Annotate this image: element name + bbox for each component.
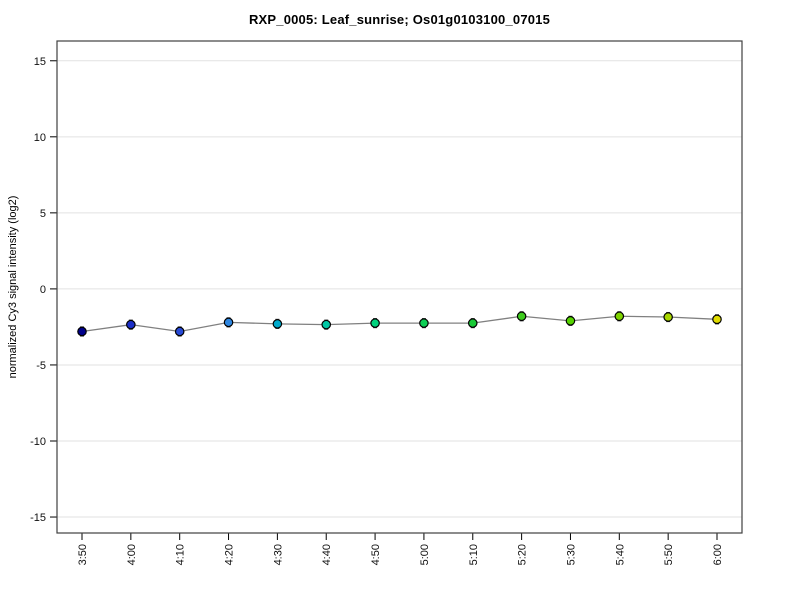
y-tick-label: -15 — [30, 512, 46, 524]
data-point-5:50 — [663, 312, 673, 322]
data-point-3:50 — [77, 326, 87, 337]
series-line — [81, 315, 718, 333]
data-point-5:40 — [614, 311, 625, 322]
x-tick-label: 4:40 — [321, 544, 333, 565]
data-point-4:20 — [223, 317, 234, 328]
y-tick-label: 0 — [40, 284, 46, 296]
x-tick-label: 5:00 — [419, 544, 431, 565]
x-tick-label: 4:20 — [224, 544, 236, 565]
data-point-4:30 — [272, 319, 283, 329]
data-point-5:10 — [467, 318, 478, 328]
y-tick-label: 15 — [34, 56, 46, 68]
x-tick-label: 6:00 — [712, 544, 724, 565]
y-tick-label: -5 — [36, 360, 46, 372]
x-tick-label: 5:10 — [468, 544, 480, 565]
data-point-4:00 — [126, 319, 136, 330]
data-point-5:20 — [516, 311, 527, 322]
x-tick-label: 4:00 — [126, 544, 138, 565]
x-tick-label: 4:10 — [175, 544, 187, 565]
chart-title: RXP_0005: Leaf_sunrise; Os01g0103100_070… — [248, 12, 551, 27]
data-point-6:00 — [712, 314, 722, 325]
y-tick-label: 10 — [34, 132, 46, 144]
y-tick-label: 5 — [40, 208, 46, 220]
x-tick-label: 4:50 — [370, 544, 382, 565]
data-point-4:50 — [370, 318, 380, 328]
x-tick-label: 5:20 — [517, 544, 529, 565]
data-point-4:10 — [174, 326, 185, 337]
plot-border — [56, 40, 743, 534]
x-tick-label: 4:30 — [272, 544, 284, 565]
x-tick-label: 5:50 — [663, 544, 675, 565]
y-tick-label: -10 — [30, 436, 46, 448]
x-tick-label: 5:40 — [614, 544, 626, 565]
data-point-5:30 — [565, 316, 576, 326]
data-point-4:40 — [321, 319, 332, 330]
data-point-5:00 — [419, 318, 429, 328]
x-tick-label: 5:30 — [565, 544, 577, 565]
x-tick-label: 3:50 — [77, 544, 89, 565]
